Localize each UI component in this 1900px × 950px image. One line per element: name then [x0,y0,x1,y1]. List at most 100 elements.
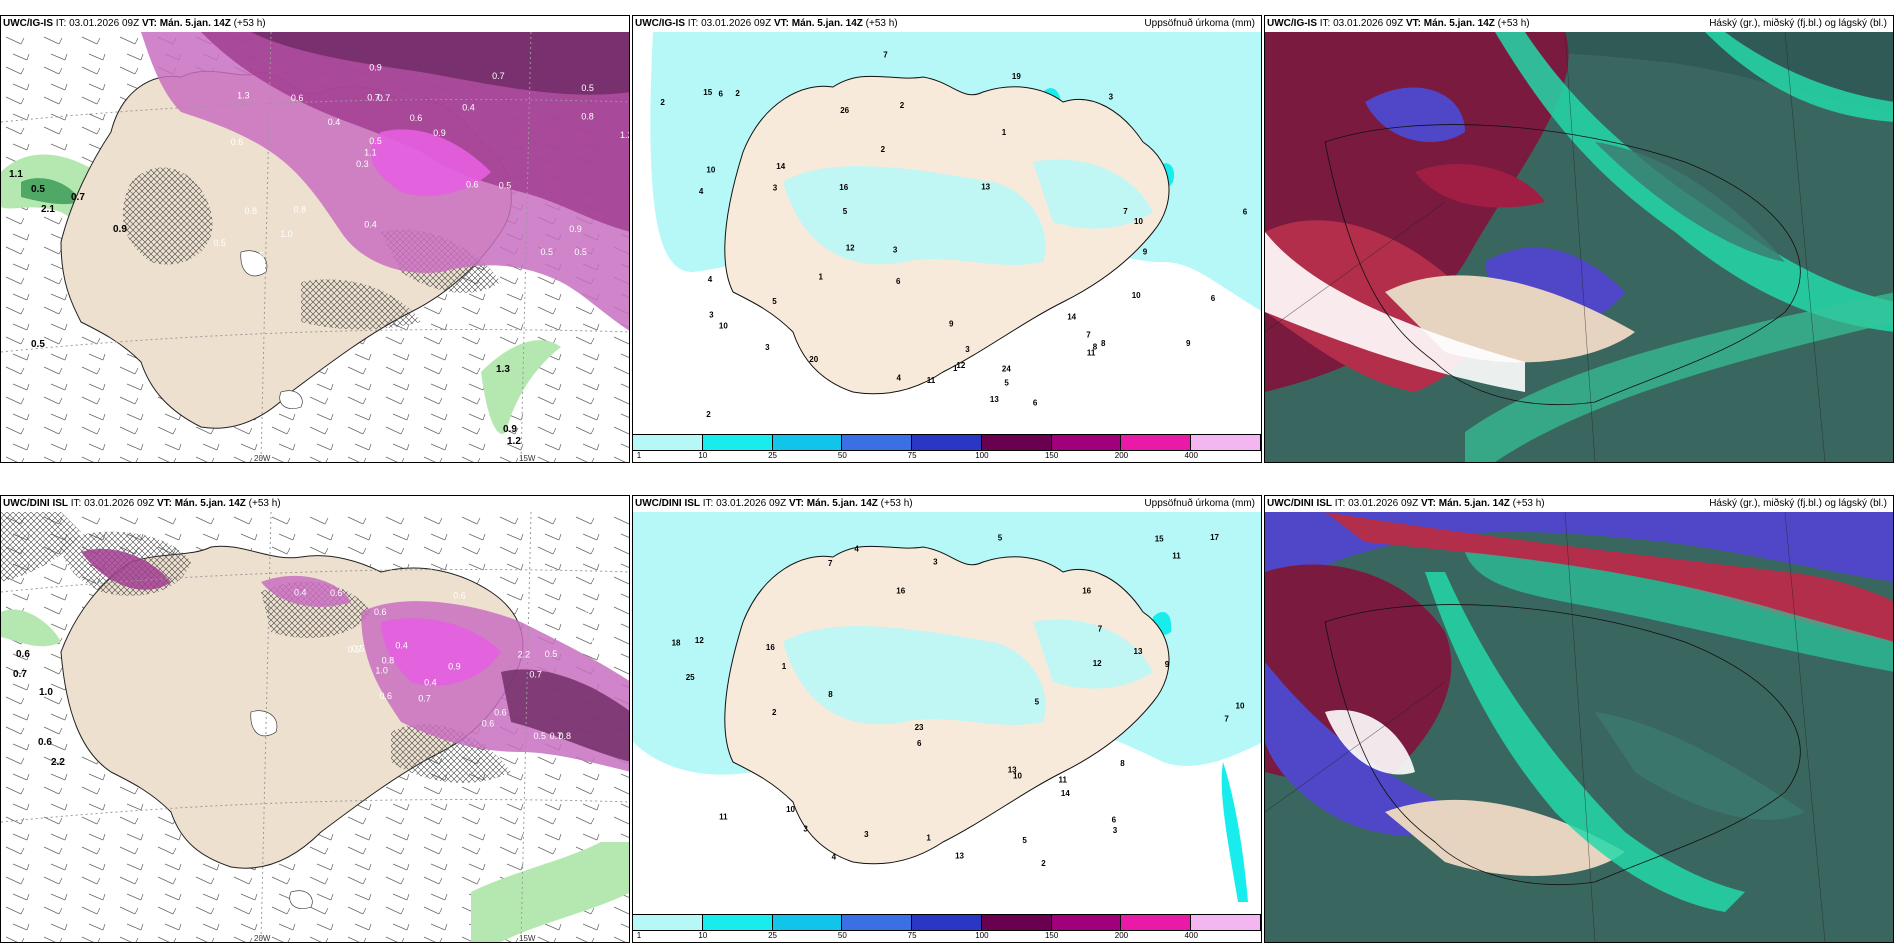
map-value-label: 11 [927,376,936,385]
map-value-label: 12 [846,244,855,253]
map-value-label: 0.6 [380,691,393,701]
map-clouds-igis[interactable] [1265,32,1893,462]
map-value-label: 7 [883,50,888,59]
map-value-label: 16 [766,643,775,652]
map-value-label: 0.9 [448,662,461,672]
map-value-label: 7 [828,559,833,568]
colorbar-label: 200 [1114,451,1129,460]
map-value-label: 0.9 [369,62,382,72]
colorbar-label: 50 [837,451,847,460]
colorbar-swatch [1051,915,1122,930]
panel-precip-dini: UWC/DINI ISL IT: 03.01.2026 09Z VT: Mán.… [632,495,1262,943]
lon-label: 15W [519,934,536,943]
map-value-label: 4 [708,275,713,284]
colorbar-swatch [981,435,1052,450]
colorbar-swatch [772,435,843,450]
colorbar-swatch [1121,435,1192,450]
map-value-label: 0.8 [581,112,594,122]
map-value-label: 0.4 [462,103,475,113]
colorbar-swatch [1191,915,1261,930]
map-value-label: 2 [735,89,740,98]
svg-text:0.6: 0.6 [16,649,30,660]
map-value-label: 0.7 [418,694,431,704]
map-value-label: 26 [840,106,849,115]
map-value-label: 3 [933,558,938,567]
panel-header: UWC/IG-IS IT: 03.01.2026 09Z VT: Mán. 5.… [1267,18,1530,29]
panel-header: UWC/DINI ISL IT: 03.01.2026 09Z VT: Mán.… [3,498,281,509]
map-value-label: 17 [1210,533,1219,542]
colorbar-label: 100 [975,451,989,460]
precip-colorbar: 1 10 25 50 75 100 150 200 400 [633,434,1261,462]
map-value-label: 18 [672,638,681,647]
map-value-label: 3 [864,830,869,839]
panel-header: UWC/DINI ISL IT: 03.01.2026 09Z VT: Mán.… [635,498,913,509]
map-value-label: 1 [782,662,787,671]
map-value-label: 0.5 [369,136,382,146]
map-value-label: 0.8 [245,206,258,216]
map-value-label: 2 [881,145,886,154]
svg-text:1.1: 1.1 [9,169,23,180]
map-value-label: 10 [1236,702,1245,711]
panel-variable-title: Uppsöfnuð úrkoma (mm) [1144,18,1255,29]
map-value-label: 1.1 [364,148,377,158]
map-value-label: 0.5 [499,181,512,191]
map-value-label: 14 [776,162,785,171]
map-value-label: 0.6 [466,179,479,189]
map-value-label: 0.6 [374,607,387,617]
map-value-label: 0.4 [328,117,341,127]
map-value-label: 24 [1002,365,1011,374]
map-value-label: 3 [803,825,808,834]
map-value-label: 13 [990,395,999,404]
map-snow-dini[interactable]: 0.4 0.5 0.6 0.7 0.8 0.6 0.7 1.0 0.6 2.2 0.5 0.6 0.4 0… [1,512,629,942]
map-value-label: 11 [1059,776,1068,785]
map-value-label: 7 [1086,331,1091,340]
map-clouds-dini[interactable] [1265,512,1893,942]
map-value-label: 19 [1012,72,1021,81]
map-value-label: 5 [1004,378,1009,387]
panel-header: UWC/DINI ISL IT: 03.01.2026 09Z VT: Mán.… [1267,498,1545,509]
lon-label: 20W [254,934,271,943]
map-value-label: 14 [1067,312,1076,321]
colorbar-swatch [842,435,913,450]
map-value-label: 11 [1087,348,1096,357]
map-value-label: 16 [1082,587,1091,596]
colorbar-label: 150 [1044,451,1059,460]
map-precip-dini[interactable]: 2 7 10 16 13 5 7 8 6 3 11 18 23 13 12 15 25 11 8 9 6 10 4 3 5 7 2 1… [633,512,1261,916]
colorbar-swatch [912,435,982,450]
colorbar-swatch [981,915,1052,930]
colorbar-swatch [702,435,773,450]
map-value-label: 9 [1165,660,1170,669]
map-value-label: 3 [893,246,898,255]
panel-header: UWC/IG-IS IT: 03.01.2026 09Z VT: Mán. 5.… [3,18,266,29]
svg-text:0.7: 0.7 [13,669,27,680]
colorbar-swatch [702,915,773,930]
map-value-label: 12 [1093,659,1102,668]
map-value-label: 23 [915,723,924,732]
map-value-label: 0.9 [569,224,582,234]
map-value-label: 7 [1098,624,1103,633]
colorbar-label: 10 [698,931,708,940]
map-value-label: 0.4 [364,220,377,230]
map-value-label: 15 [1155,534,1164,543]
map-value-label: 0.8 [294,205,307,215]
map-precip-igis[interactable]: 4 3 13 2 6 10 12 4 7 14 5 9 11 6 3 5 7 8 6 10 2 9 3 5 24 20 19 13 26… [633,32,1261,436]
map-value-label: 3 [765,343,770,352]
map-value-label: 11 [719,813,728,822]
map-value-label: 16 [839,183,848,192]
map-value-label: 2 [706,410,711,419]
map-value-label: 0.8 [382,656,395,666]
map-value-label: 8 [828,690,833,699]
panel-clouds-dini: UWC/DINI ISL IT: 03.01.2026 09Z VT: Mán.… [1264,495,1894,943]
map-value-label: 1.0 [375,666,388,676]
map-value-label: 3 [773,184,778,193]
map-value-label: 4 [897,373,902,382]
map-value-label: 0.5 [541,247,554,257]
map-snow-igis[interactable]: 0.5 0.6 0.5 0.3 0.4 0.5 0.7 0.6 0.8 0.4 0.5 1.0 0.7 0… [1,32,629,462]
map-value-label: 12 [695,636,704,645]
panel-clouds-igis: UWC/IG-IS IT: 03.01.2026 09Z VT: Mán. 5.… [1264,15,1894,463]
svg-text:0.9: 0.9 [503,424,517,435]
colorbar-label: 25 [768,931,777,940]
map-value-label: 0.5 [348,645,361,655]
colorbar-label: 10 [698,451,708,460]
map-value-label: 6 [1211,294,1216,303]
